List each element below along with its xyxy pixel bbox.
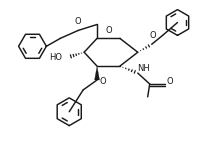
Text: O: O xyxy=(149,31,155,40)
Text: O: O xyxy=(105,26,112,35)
Text: O: O xyxy=(165,77,172,87)
Text: HO: HO xyxy=(49,53,62,62)
Text: O: O xyxy=(75,17,81,26)
Text: NH: NH xyxy=(137,64,149,73)
Polygon shape xyxy=(94,66,99,80)
Text: O: O xyxy=(99,77,106,87)
